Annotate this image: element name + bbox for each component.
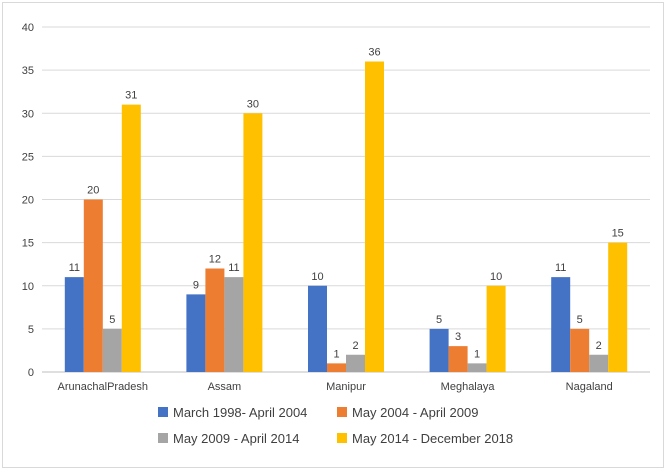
bar: [83, 199, 103, 372]
data-label: 11: [69, 262, 80, 274]
bar: [243, 113, 263, 372]
x-axis-category-labels: ArunachalPradesh Assam Manipur Meghalaya Nag…: [58, 381, 613, 393]
bar: [365, 61, 384, 372]
legend: March 1998- April 2004 May 2004 - April 2…: [158, 405, 513, 446]
bar: [64, 277, 84, 372]
bar: [551, 277, 571, 372]
x-category-label: Assam: [208, 381, 242, 393]
bars: [64, 61, 628, 372]
bar: [467, 363, 487, 372]
x-category-label: Manipur: [326, 381, 366, 393]
data-label: 5: [577, 314, 583, 326]
legend-swatch: [337, 433, 347, 443]
data-label: 15: [612, 228, 624, 240]
data-label: 5: [109, 314, 115, 326]
y-axis-tick-labels: 0 5 10 15 20 25 30 35 40: [22, 22, 34, 379]
bar: [429, 328, 449, 372]
y-tick-label: 0: [28, 367, 34, 379]
data-label: 2: [596, 340, 602, 352]
y-tick-label: 35: [22, 65, 34, 77]
legend-label: May 2009 - April 2014: [173, 431, 299, 446]
data-label: 36: [368, 47, 380, 59]
bar: [186, 294, 206, 372]
legend-swatch: [337, 407, 347, 417]
bar: [589, 354, 609, 372]
data-label: 11: [555, 262, 566, 274]
data-label: 9: [193, 279, 199, 291]
data-label: 3: [455, 331, 461, 343]
bar: [570, 328, 590, 372]
x-category-label: ArunachalPradesh: [58, 381, 149, 393]
bar: [308, 285, 327, 372]
data-label: 20: [87, 185, 99, 197]
legend-label: May 2014 - December 2018: [352, 431, 513, 446]
data-label: 2: [352, 340, 358, 352]
bar: [608, 242, 628, 372]
data-label: 10: [490, 271, 502, 283]
data-label: 1: [474, 348, 480, 360]
y-tick-label: 40: [22, 22, 34, 34]
y-tick-label: 5: [28, 324, 34, 336]
bar: [448, 346, 468, 372]
gridlines: [42, 26, 650, 373]
data-label: 1: [333, 348, 339, 360]
chart-frame: [2, 2, 664, 468]
y-tick-label: 25: [22, 151, 34, 163]
legend-swatch: [158, 433, 168, 443]
y-tick-label: 15: [22, 238, 34, 250]
legend-label: May 2004 - April 2009: [352, 405, 478, 420]
bar: [486, 285, 506, 372]
x-category-label: Meghalaya: [441, 381, 496, 393]
data-label: 10: [311, 271, 323, 283]
data-label: 12: [209, 254, 221, 266]
x-category-label: Nagaland: [566, 381, 613, 393]
y-tick-label: 20: [22, 195, 34, 207]
bar: [224, 277, 244, 372]
y-tick-label: 10: [22, 281, 34, 293]
legend-swatch: [158, 407, 168, 417]
bar: [205, 268, 225, 372]
data-label: 31: [125, 90, 137, 102]
bar: [121, 104, 141, 372]
legend-label: March 1998- April 2004: [173, 405, 307, 420]
bar: [346, 354, 365, 372]
bar: [327, 363, 346, 372]
bar: [102, 328, 122, 372]
y-tick-label: 30: [22, 108, 34, 120]
data-label: 11: [228, 262, 239, 274]
data-label: 30: [247, 98, 259, 110]
data-label: 5: [436, 314, 442, 326]
